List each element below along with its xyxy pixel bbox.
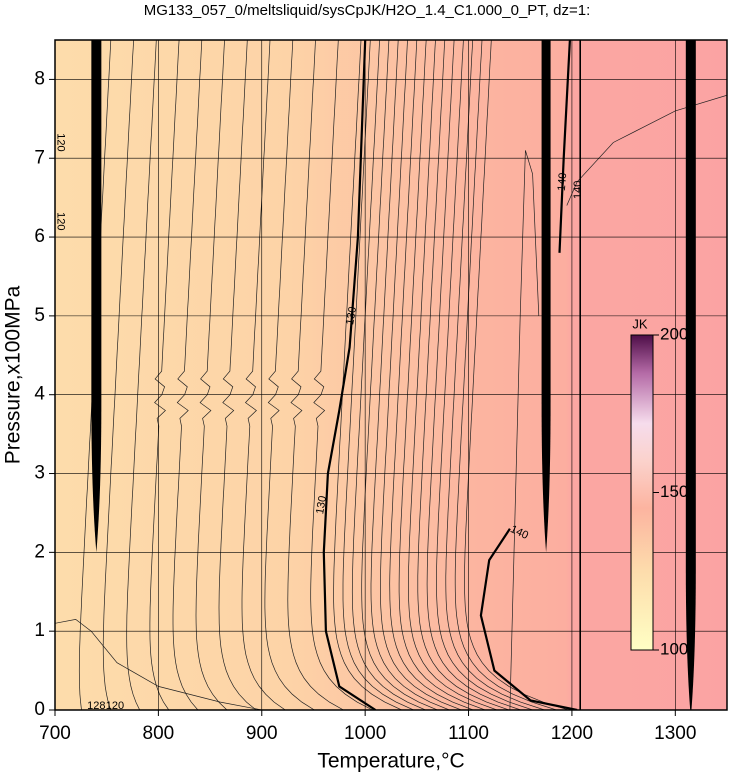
y-tick-label: 0 (34, 699, 45, 720)
x-tick-label: 1300 (654, 723, 696, 744)
contour-line (241, 40, 286, 710)
y-tick-label: 4 (34, 384, 45, 405)
contour-line (361, 40, 438, 710)
contour-line (195, 40, 228, 710)
contour-line (445, 40, 545, 710)
contour-label: 130 (344, 306, 359, 326)
contour-line (264, 40, 315, 710)
plot-background (55, 40, 727, 710)
contour-label: 120 (106, 700, 124, 712)
contour-line (464, 40, 569, 710)
y-tick-label: 6 (34, 226, 45, 247)
contour-line (380, 40, 462, 710)
x-tick-label: 1000 (344, 723, 386, 744)
y-tick-label: 2 (34, 541, 45, 562)
x-tick-label: 1200 (551, 723, 593, 744)
colorbar (630, 334, 654, 651)
contour-line (102, 40, 134, 710)
contour-label: 140 (556, 172, 570, 191)
chart-title: MG133_057_0/meltsliquid/sysCpJK/H2O_1.4_… (144, 2, 591, 19)
x-tick-label: 800 (143, 723, 175, 744)
contour-line (370, 40, 450, 710)
contour-line (126, 40, 157, 710)
contour-line (454, 40, 557, 710)
contour-line (426, 40, 521, 710)
colorbar-tick-label: 200 (660, 324, 688, 343)
contour-line (287, 40, 344, 710)
contour-band (91, 40, 102, 553)
contour-line (310, 40, 373, 710)
contour-line (149, 40, 180, 710)
contour-line (342, 40, 414, 710)
contour-label: 140 (572, 181, 584, 199)
y-tick-label: 8 (34, 68, 45, 89)
x-tick-label: 1100 (448, 723, 489, 744)
x-tick-label: 700 (39, 723, 71, 744)
colorbar-tick-label: 100 (660, 639, 688, 658)
contour-line (333, 40, 402, 710)
contour-label: 120 (54, 212, 66, 230)
contour-line (218, 40, 257, 710)
contour-line (389, 40, 474, 710)
x-axis-label: Temperature,°C (317, 750, 464, 773)
colorbar-tick-label: 150 (660, 482, 688, 501)
contour-line (509, 150, 540, 710)
contours (55, 40, 727, 710)
contour-label: 130 (314, 495, 329, 515)
contour-line (408, 40, 498, 710)
contour-band (541, 40, 551, 553)
y-axis-label: Pressure,x100MPa (2, 285, 25, 464)
colorbar-label: JK (632, 316, 648, 331)
contour-line (436, 40, 533, 710)
y-tick-label: 1 (34, 620, 45, 641)
x-tick-label: 900 (246, 723, 278, 744)
contour-band (685, 40, 696, 710)
y-tick-label: 7 (34, 147, 45, 168)
contour-line (55, 619, 262, 710)
contour-140 (479, 528, 578, 710)
y-tick-label: 3 (34, 463, 45, 484)
contour-line (398, 40, 486, 710)
contour-line (351, 40, 426, 710)
contour-label: 128 (87, 700, 105, 712)
contour-line (417, 40, 510, 710)
y-tick-label: 5 (34, 305, 45, 326)
contour-line (172, 40, 203, 710)
contour-label: 120 (54, 133, 66, 151)
plot-frame (54, 39, 728, 711)
